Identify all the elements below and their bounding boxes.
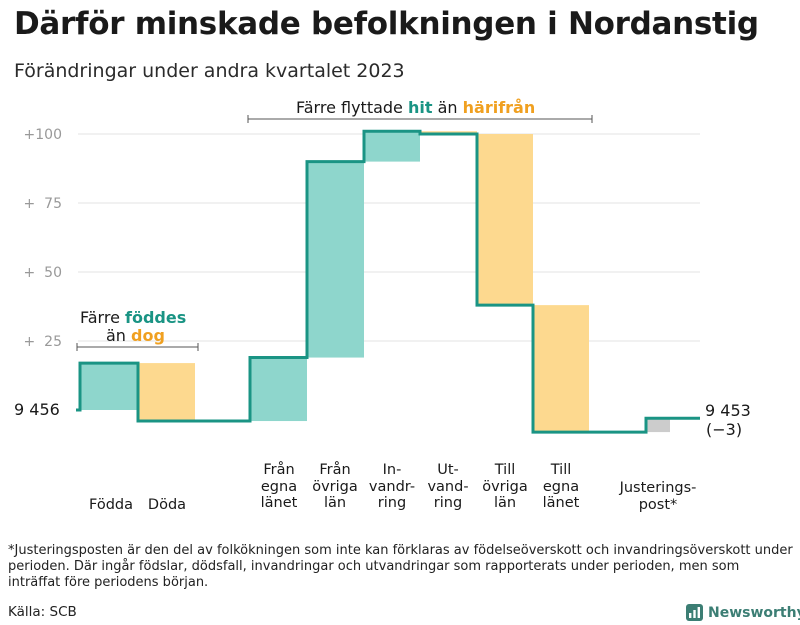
y-tick-label: +100 [24, 127, 62, 143]
category-label-line: länet [542, 495, 580, 511]
category-label-line: övriga [482, 478, 528, 495]
waterfall-chart: + 25 + 50 + 75 +100 [24, 115, 700, 434]
category-label: Till egna länet [521, 462, 601, 512]
category-label-line: vand- [427, 478, 469, 495]
category-label-line: egna [260, 478, 298, 495]
y-tick-label: + 25 [24, 334, 62, 350]
category-label-line: Till [550, 462, 572, 478]
chart-subtitle: Förändringar under andra kvartalet 2023 [14, 60, 405, 82]
category-label: Från övriga län [295, 462, 375, 512]
category-label-line: Från [263, 462, 295, 478]
category-label: Från egna länet [239, 462, 319, 512]
bar-döda [138, 363, 195, 422]
births-annotation-line2: än dog [106, 326, 165, 345]
category-label-line: ring [433, 495, 463, 511]
category-label-line: länet [260, 495, 298, 511]
brackets [76, 115, 593, 351]
bars [80, 131, 670, 433]
end-value-label: 9 453 [705, 401, 751, 420]
bar-frånegnalänet [250, 357, 307, 422]
source-label: Källa: SCB [8, 604, 77, 620]
brand: Newsworthy [686, 604, 800, 621]
bar-tillegnalänet [533, 305, 589, 433]
moved-in-highlight: hit [407, 98, 433, 117]
births-annotation-line1: Färre föddes [80, 308, 187, 327]
category-label-line: In- [382, 462, 402, 478]
y-tick-label: + 75 [24, 196, 62, 212]
category-label-line: Till [494, 462, 516, 478]
moved-out-highlight: härifrån [462, 98, 536, 117]
category-label-line: egna [542, 478, 580, 495]
category-label-line: Från [319, 462, 351, 478]
category-label-line: post* [638, 496, 678, 513]
brand-name: Newsworthy [708, 604, 800, 621]
bar-invandrring [364, 131, 420, 162]
bar-tillövrigalän [477, 134, 533, 306]
births-highlight: föddes [125, 308, 187, 327]
migration-annotation: Färre flyttade hit än härifrån [296, 98, 536, 117]
end-change-label: (−3) [706, 420, 743, 439]
category-label: Justerings-post* [613, 480, 703, 513]
category-label-line: övriga [312, 478, 358, 495]
category-label: Döda [127, 497, 207, 514]
category-label-line: vandr- [368, 478, 416, 495]
category-label-line: Justerings- [619, 480, 697, 496]
bar-frånövrigalän [307, 161, 364, 358]
start-value-label: 9 456 [14, 400, 60, 419]
deaths-highlight: dog [131, 326, 165, 345]
category-label-line: Ut- [437, 462, 459, 478]
category-label-line: län [323, 495, 347, 511]
footnote: *Justeringsposten är den del av folkökni… [8, 543, 793, 590]
category-label-line: Födda [89, 497, 133, 513]
category-label-line: Döda [147, 497, 187, 513]
cumulative-step-line [76, 129, 700, 434]
category-label: In-vandr-ring [352, 462, 432, 512]
bar-födda [80, 363, 138, 410]
category-label: Till övriga län [465, 462, 545, 512]
category-label-line: ring [377, 495, 407, 511]
category-label: Ut-vand-ring [408, 462, 488, 512]
bar-justeringspost [646, 418, 670, 433]
chart-title: Därför minskade befolkningen i Nordansti… [14, 6, 759, 42]
newsworthy-logo-icon [686, 604, 703, 621]
category-label-line: län [493, 495, 517, 511]
y-tick-label: + 50 [24, 265, 62, 281]
category-label: Födda [71, 497, 151, 514]
